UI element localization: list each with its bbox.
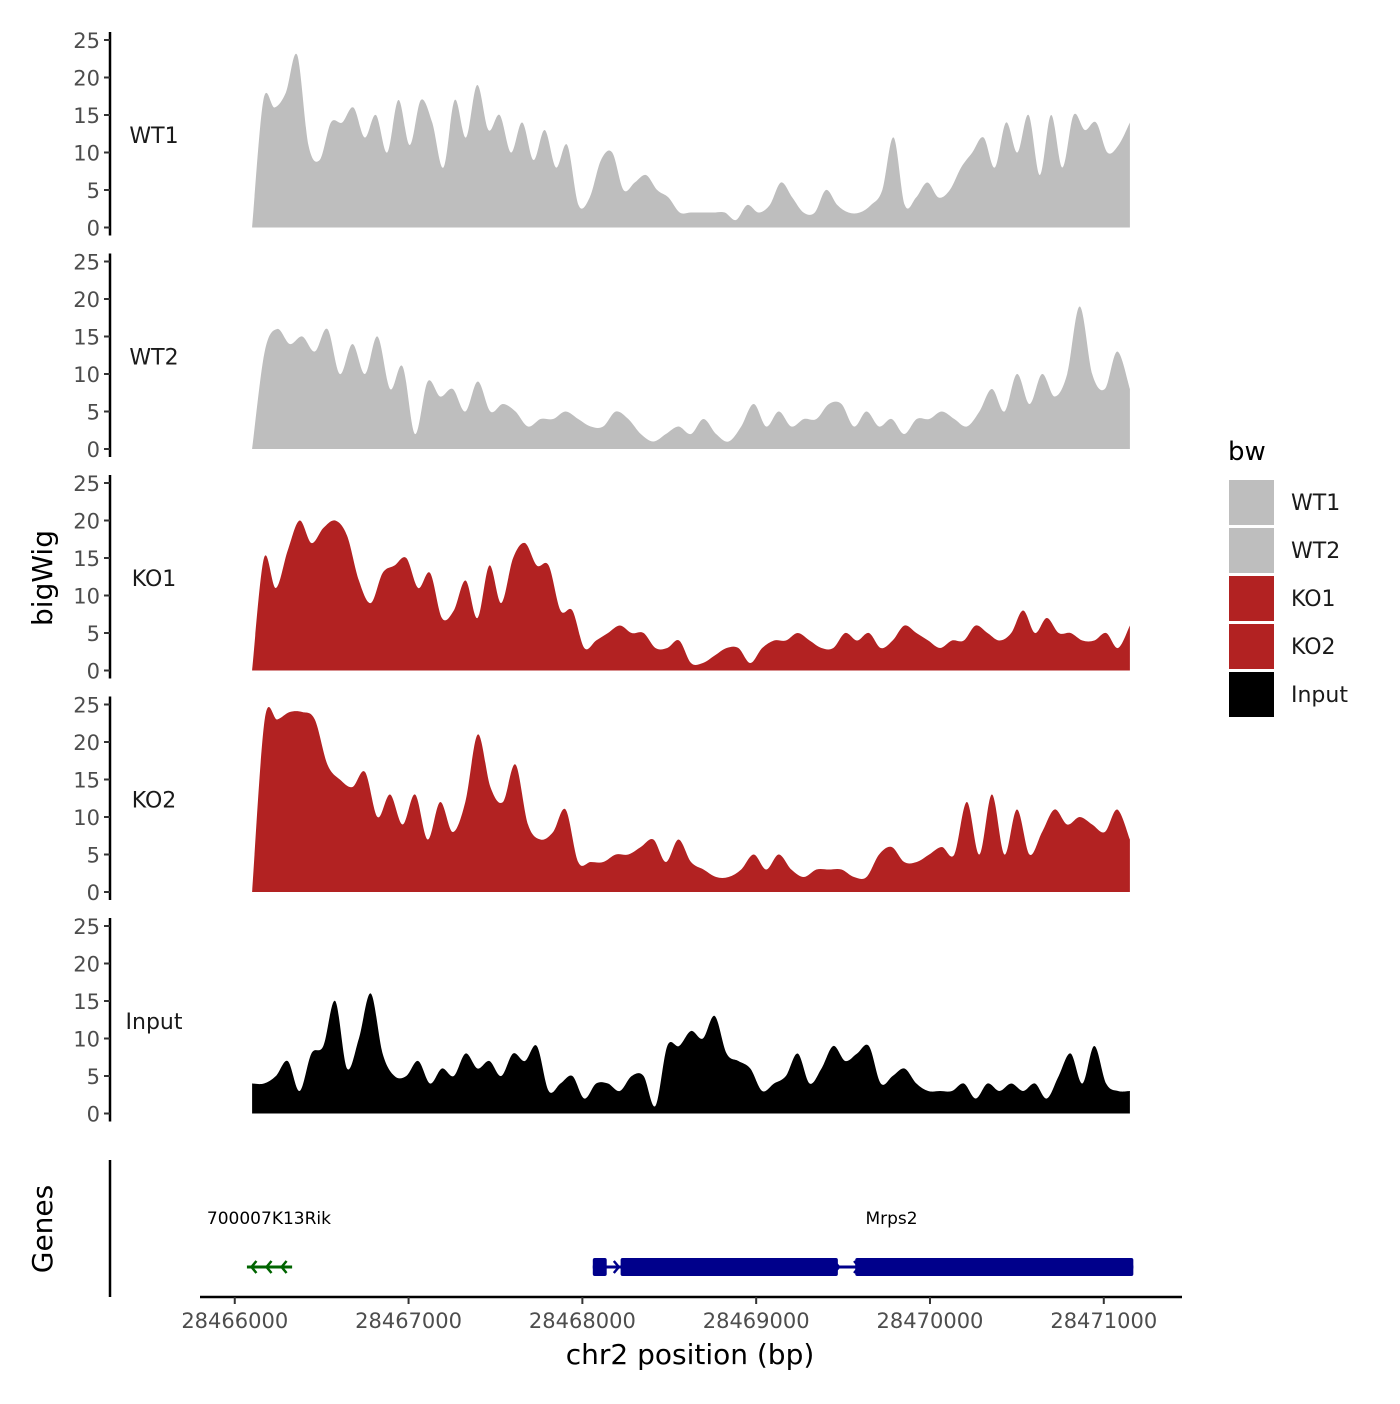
legend-swatch-wt1 <box>1229 480 1274 525</box>
y-tick-label: 0 <box>87 217 100 241</box>
track-label: Input <box>126 1010 183 1035</box>
y-tick-label: 10 <box>73 363 100 387</box>
legend-swatch-ko2 <box>1229 624 1274 669</box>
area-ko2 <box>252 707 1130 892</box>
y-tick-label: 15 <box>73 769 100 793</box>
legend-label-wt1: WT1 <box>1291 491 1340 516</box>
y-tick-label: 5 <box>87 844 100 868</box>
y-tick-label: 25 <box>73 251 100 275</box>
track-label: KO2 <box>132 789 177 814</box>
gene-700007k13rik: 700007K13Rik <box>207 1209 331 1274</box>
area-ko1 <box>252 520 1130 671</box>
bigwig-tracks: 0510152025WT10510152025WT20510152025KO10… <box>73 29 1130 1127</box>
track-label: KO1 <box>132 567 177 592</box>
genes-track-label: Genes <box>26 1185 59 1273</box>
y-tick-label: 0 <box>87 438 100 462</box>
legend-swatch-wt2 <box>1229 528 1274 573</box>
strand-arrow-icon <box>612 1260 621 1274</box>
legend-title: bw <box>1228 437 1266 467</box>
legend-label-ko2: KO2 <box>1291 635 1336 660</box>
y-tick-label: 5 <box>87 1065 100 1089</box>
track-label: WT1 <box>129 124 178 149</box>
strand-arrow-icon <box>264 1260 273 1274</box>
y-tick-label: 20 <box>73 67 100 91</box>
strand-arrow-icon <box>279 1260 288 1274</box>
genes-track: Genes 700007K13Rik Mrps2 <box>26 1160 1134 1297</box>
y-axis-title: bigWig <box>26 530 59 626</box>
x-tick-label: 28466000 <box>181 1309 288 1333</box>
y-tick-label: 5 <box>87 622 100 646</box>
y-tick-label: 15 <box>73 547 100 571</box>
area-input <box>252 993 1130 1114</box>
area-wt1 <box>252 53 1130 228</box>
x-axis-title: chr2 position (bp) <box>566 1338 815 1371</box>
y-tick-label: 20 <box>73 510 100 534</box>
y-tick-label: 20 <box>73 731 100 755</box>
track-wt1: 0 5 10 15 20 25 WT1 <box>73 29 1130 241</box>
x-tick-label: 28467000 <box>355 1309 462 1333</box>
y-tick-label: 5 <box>87 179 100 203</box>
area-wt2 <box>252 306 1130 449</box>
y-tick-label: 15 <box>73 326 100 350</box>
legend-swatch-ko1 <box>1229 576 1274 621</box>
gene-mrps2: Mrps2 <box>592 1209 1134 1276</box>
y-tick-label: 0 <box>87 1103 100 1127</box>
gene-name-label: Mrps2 <box>865 1209 917 1229</box>
x-tick-label: 28469000 <box>703 1309 810 1333</box>
track-label: WT2 <box>129 346 178 371</box>
y-tick-label: 20 <box>73 953 100 977</box>
y-tick-label: 10 <box>73 585 100 609</box>
gene-exon <box>855 1258 1134 1276</box>
legend: bw WT1 WT2 KO1 KO2 Input <box>1228 437 1348 717</box>
y-tick-label: 25 <box>73 694 100 718</box>
y-tick-label: 15 <box>73 990 100 1014</box>
x-axis: 28466000 28467000 28468000 28469000 28470000… <box>181 1295 1182 1333</box>
y-tick-label: 15 <box>73 104 100 128</box>
x-tick-label: 28468000 <box>529 1309 636 1333</box>
x-tick-label: 28470000 <box>877 1309 984 1333</box>
y-tick-label: 10 <box>73 806 100 830</box>
gene-exon <box>592 1258 607 1276</box>
track-input: 0 5 10 15 20 25 Input <box>73 915 1130 1127</box>
y-tick-label: 25 <box>73 915 100 939</box>
legend-label-ko1: KO1 <box>1291 587 1336 612</box>
y-tick-label: 10 <box>73 1028 100 1052</box>
y-tick-label: 0 <box>87 881 100 905</box>
gene-name-label: 700007K13Rik <box>207 1209 331 1229</box>
y-tick-label: 10 <box>73 142 100 166</box>
y-tick-label: 25 <box>73 472 100 496</box>
strand-arrow-icon <box>249 1260 258 1274</box>
y-tick-label: 20 <box>73 288 100 312</box>
legend-label-input: Input <box>1291 683 1348 708</box>
legend-swatch-input <box>1229 672 1274 717</box>
x-tick-label: 28471000 <box>1050 1309 1157 1333</box>
y-tick-label: 0 <box>87 660 100 684</box>
y-tick-label: 5 <box>87 401 100 425</box>
track-wt2: 0 5 10 15 20 25 WT2 <box>73 251 1130 462</box>
gene-exon <box>620 1258 838 1276</box>
y-tick-label: 25 <box>73 29 100 53</box>
track-ko2: 0 5 10 15 20 25 KO2 <box>73 694 1130 905</box>
legend-label-wt2: WT2 <box>1291 539 1340 564</box>
track-ko1: 0 5 10 15 20 25 KO1 <box>73 472 1130 684</box>
